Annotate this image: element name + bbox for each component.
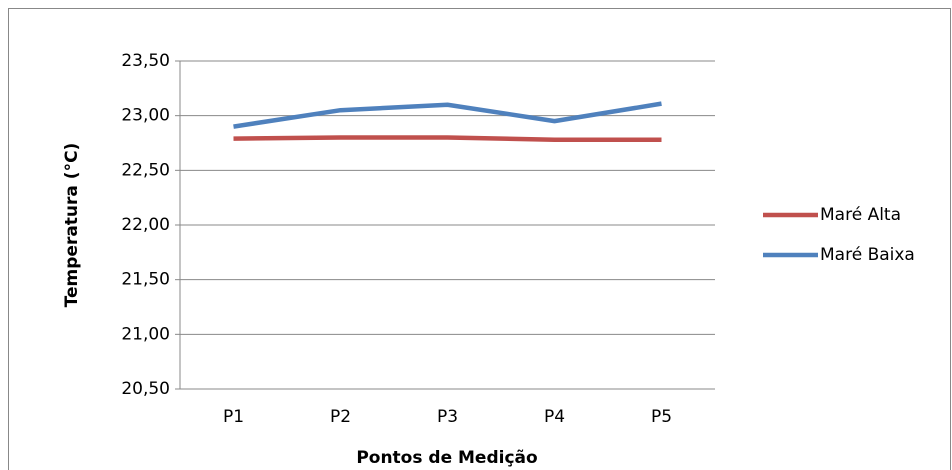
y-tick-label: 23,50: [121, 51, 170, 71]
y-tick-label: 22,50: [121, 160, 170, 180]
y-tick-label: 20,50: [121, 379, 170, 399]
y-tick-label: 22,00: [121, 215, 170, 235]
x-axis-label: Pontos de Medição: [356, 448, 537, 468]
x-tick-label: P2: [330, 407, 351, 427]
y-tick-label: 23,00: [121, 106, 170, 126]
chart-border: [8, 8, 951, 470]
legend-label: Maré Baixa: [820, 245, 915, 265]
x-tick-label: P5: [651, 407, 672, 427]
series-line: [233, 101, 662, 129]
y-tick-label: 21,50: [121, 270, 170, 290]
y-axis-label: Temperatura (°C): [62, 143, 82, 308]
legend-label: Maré Alta: [820, 205, 901, 225]
y-tick-label: 21,00: [121, 324, 170, 344]
x-tick-label: P4: [544, 407, 565, 427]
x-tick-label: P3: [437, 407, 458, 427]
series-line: [233, 135, 662, 142]
x-tick-label: P1: [223, 407, 244, 427]
